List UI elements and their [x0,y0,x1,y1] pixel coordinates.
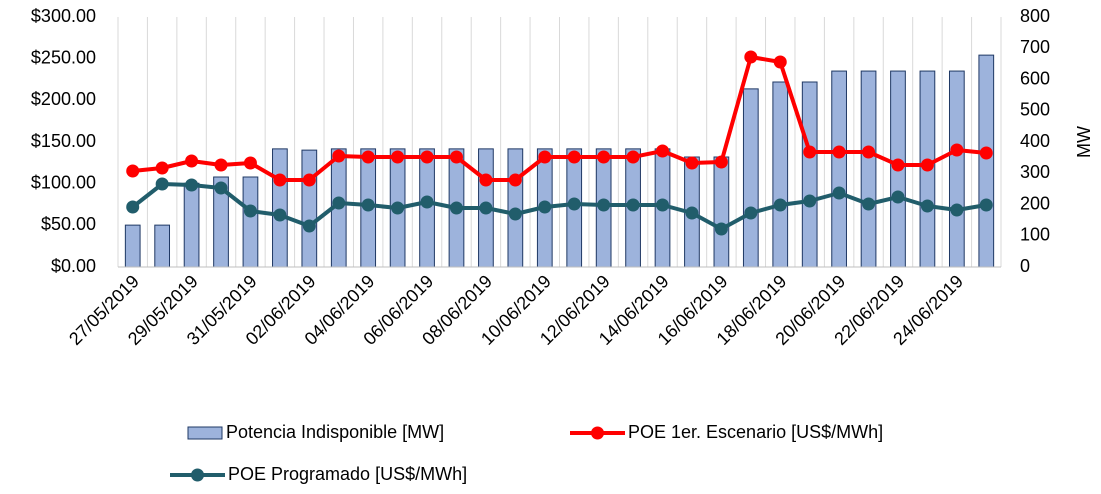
marker [744,206,758,220]
bar [272,148,288,268]
marker [685,206,699,220]
y2-tick-label: 0 [1020,256,1030,276]
marker [803,145,817,159]
marker [714,155,728,169]
y-tick-label: $0.00 [51,256,96,276]
marker [243,204,257,218]
legend-label: Potencia Indisponible [MW] [226,422,444,442]
marker [567,150,581,164]
bar [183,182,200,268]
marker [597,198,611,212]
marker [391,201,405,215]
marker [332,149,346,163]
marker [567,197,581,211]
marker [508,207,522,221]
y2-axis-label: MW [1074,126,1094,158]
marker [803,194,817,208]
bar [301,149,318,268]
bar [801,81,818,268]
marker [302,173,316,187]
marker [391,150,405,164]
marker [126,200,140,214]
marker [626,198,640,212]
marker [979,146,993,160]
y2-tick-label: 500 [1020,100,1050,120]
marker [920,158,934,172]
legend-label: POE Programado [US$/MWh] [228,464,467,484]
bar [242,176,259,268]
bar [978,54,995,268]
marker [950,143,964,157]
y2-tick-label: 400 [1020,131,1050,151]
marker [656,198,670,212]
marker [773,198,787,212]
marker [185,178,199,192]
marker [832,145,846,159]
marker [214,158,228,172]
marker [420,195,434,209]
marker [832,186,846,200]
marker [243,156,257,170]
marker [420,150,434,164]
y-tick-label: $50.00 [41,214,96,234]
marker [773,55,787,69]
marker [332,196,346,210]
marker [361,150,375,164]
marker [950,203,964,217]
y2-tick-label: 800 [1020,6,1050,26]
y2-tick-label: 100 [1020,225,1050,245]
marker [862,197,876,211]
legend-label: POE 1er. Escenario [US$/MWh] [628,422,883,442]
marker [891,158,905,172]
marker [597,150,611,164]
marker [479,201,493,215]
y-tick-label: $150.00 [31,131,96,151]
bar [124,224,141,268]
marker [920,199,934,213]
marker [273,173,287,187]
bar [772,81,789,268]
y-tick-label: $250.00 [31,47,96,67]
marker [508,173,522,187]
legend-swatch [187,426,223,440]
marker [449,201,463,215]
marker [185,154,199,168]
legend-marker [591,426,604,440]
marker [273,208,287,222]
marker [685,156,699,170]
marker [302,219,316,233]
bar [713,156,730,268]
y2-tick-label: 300 [1020,162,1050,182]
marker [449,150,463,164]
marker [714,222,728,236]
marker [656,144,670,158]
marker [538,150,552,164]
marker [479,173,493,187]
y2-tick-label: 600 [1020,68,1050,88]
marker [214,181,228,195]
y-tick-label: $200.00 [31,89,96,109]
marker [979,198,993,212]
marker [744,50,758,64]
marker [155,161,169,175]
y2-tick-label: 700 [1020,37,1050,57]
bar [860,70,877,268]
y-tick-label: $300.00 [31,6,96,26]
bar [742,88,759,268]
bar [154,224,171,268]
marker [361,198,375,212]
marker [891,190,905,204]
y-tick-label: $100.00 [31,172,96,192]
legend-marker [191,468,204,482]
marker [126,164,140,178]
bar [831,70,847,268]
bar [948,70,965,268]
marker [862,145,876,159]
y2-tick-label: 200 [1020,193,1050,213]
marker [538,200,552,214]
marker [626,150,640,164]
marker [155,177,169,191]
